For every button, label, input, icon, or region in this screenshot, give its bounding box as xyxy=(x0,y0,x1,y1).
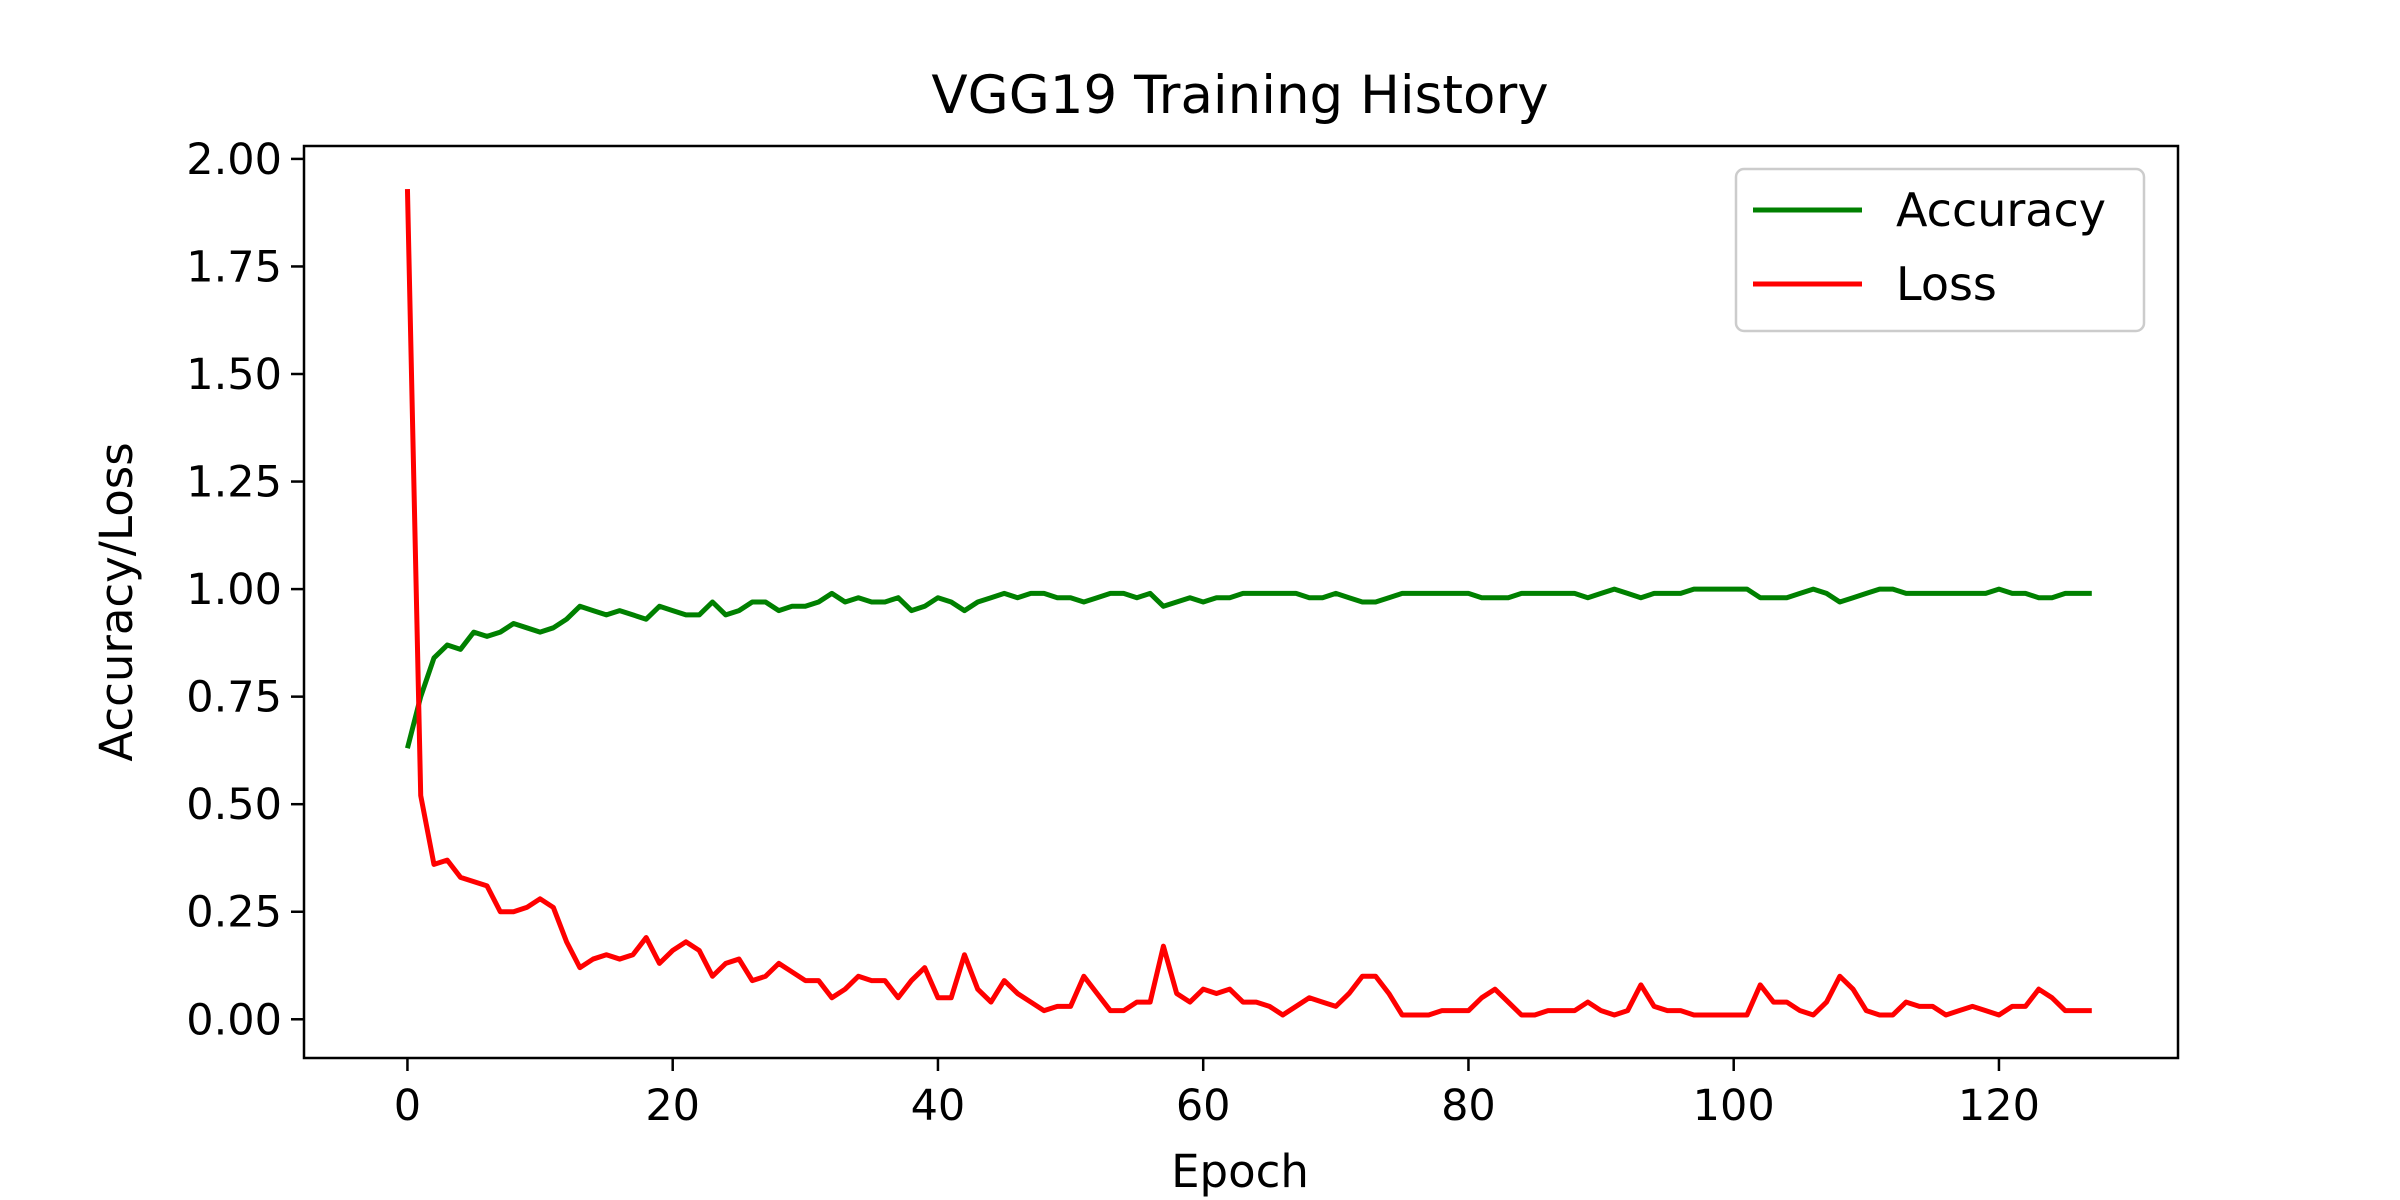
x-tick-label: 100 xyxy=(1693,1081,1775,1131)
plot-area xyxy=(302,144,2180,1060)
chart-title: VGG19 Training History xyxy=(931,65,1548,126)
y-tick-label: 1.00 xyxy=(186,565,282,615)
y-tick-label: 1.25 xyxy=(186,458,282,508)
y-tick-label: 1.75 xyxy=(186,242,282,292)
y-tick-label: 0.75 xyxy=(186,673,282,723)
y-tick-label: 0.25 xyxy=(186,888,282,938)
series-line-loss xyxy=(404,188,2092,1018)
legend: Accuracy Loss xyxy=(1734,167,2146,333)
x-tick-label: 120 xyxy=(1958,1081,2040,1131)
legend-label-accuracy: Accuracy xyxy=(1896,183,2106,237)
x-tick-label: 0 xyxy=(394,1081,421,1131)
series-lines xyxy=(404,188,2092,1018)
y-axis-label: Accuracy/Loss xyxy=(90,442,143,761)
series-line-accuracy xyxy=(405,586,2092,749)
y-tick-label: 2.00 xyxy=(186,135,282,185)
y-tick-label: 0.50 xyxy=(186,780,282,830)
x-tick-label: 80 xyxy=(1441,1081,1496,1131)
plot-frame xyxy=(302,144,2180,1060)
x-axis-label: Epoch xyxy=(1171,1145,1309,1198)
y-tick-label: 0.00 xyxy=(186,995,282,1045)
legend-label-loss: Loss xyxy=(1896,257,1997,311)
x-tick-label: 60 xyxy=(1176,1081,1231,1131)
x-tick-label: 40 xyxy=(911,1081,966,1131)
y-tick-label: 1.50 xyxy=(186,350,282,400)
x-tick-label: 20 xyxy=(645,1081,700,1131)
y-axis-ticks: 0.00 0.25 0.50 0.75 1.00 1.25 1.50 1.75 2.00 xyxy=(186,135,304,1045)
x-axis-ticks: 0 20 40 60 80 100 120 xyxy=(394,1058,2040,1131)
